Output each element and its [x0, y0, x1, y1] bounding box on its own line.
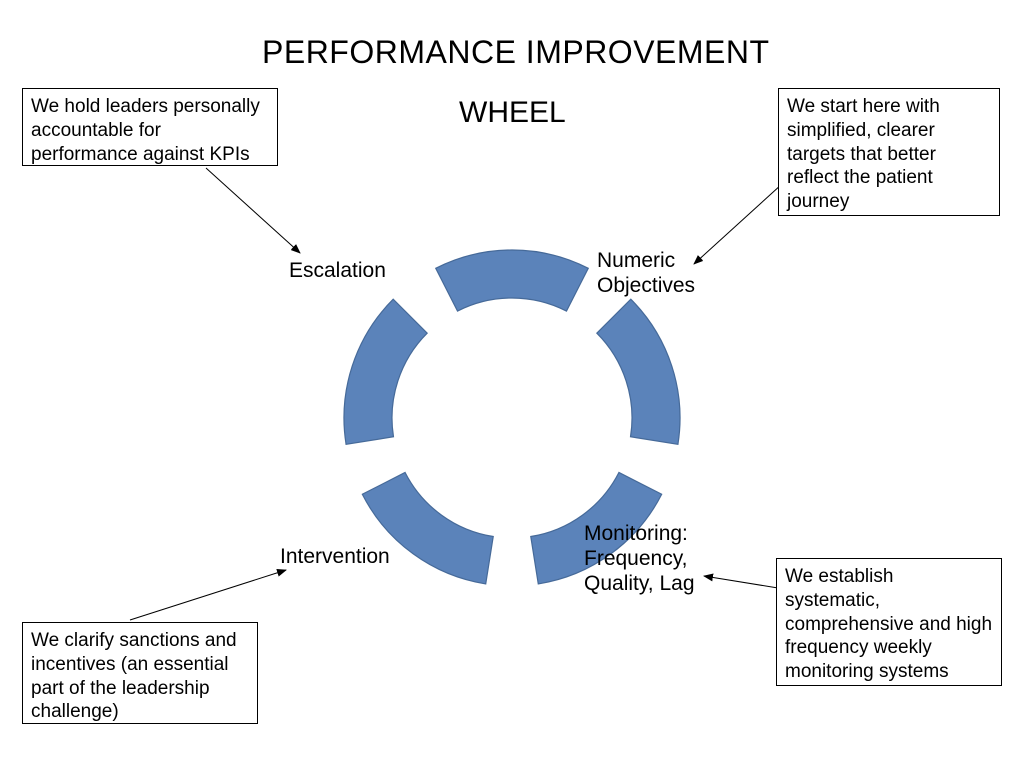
wheel-segment-1 [597, 299, 680, 444]
arrow-tl [206, 168, 300, 253]
callout-box-top-right: We start here with simplified, clearer t… [778, 88, 1000, 216]
label-monitoring: Monitoring:Frequency,Quality, Lag [584, 521, 695, 597]
arrow-bl [130, 570, 286, 620]
page-subtitle: WHEEL [459, 96, 566, 130]
arrow-tr [694, 184, 782, 264]
page-title: PERFORMANCE IMPROVEMENT [262, 34, 770, 71]
label-intervention: Intervention [280, 544, 390, 569]
wheel-segment-0 [436, 250, 589, 311]
callout-box-bottom-left: We clarify sanctions and incentives (an … [22, 622, 258, 724]
callout-box-bottom-right: We establish systematic, comprehensive a… [776, 558, 1002, 686]
wheel-segment-4 [344, 299, 427, 444]
label-escalation: Escalation [289, 258, 386, 283]
arrow-br [704, 576, 778, 588]
callout-box-top-left: We hold leaders personally accountable f… [22, 88, 278, 166]
label-numeric-objectives: NumericObjectives [597, 248, 695, 298]
diagram-canvas: PERFORMANCE IMPROVEMENT WHEEL Escalation… [0, 0, 1024, 768]
